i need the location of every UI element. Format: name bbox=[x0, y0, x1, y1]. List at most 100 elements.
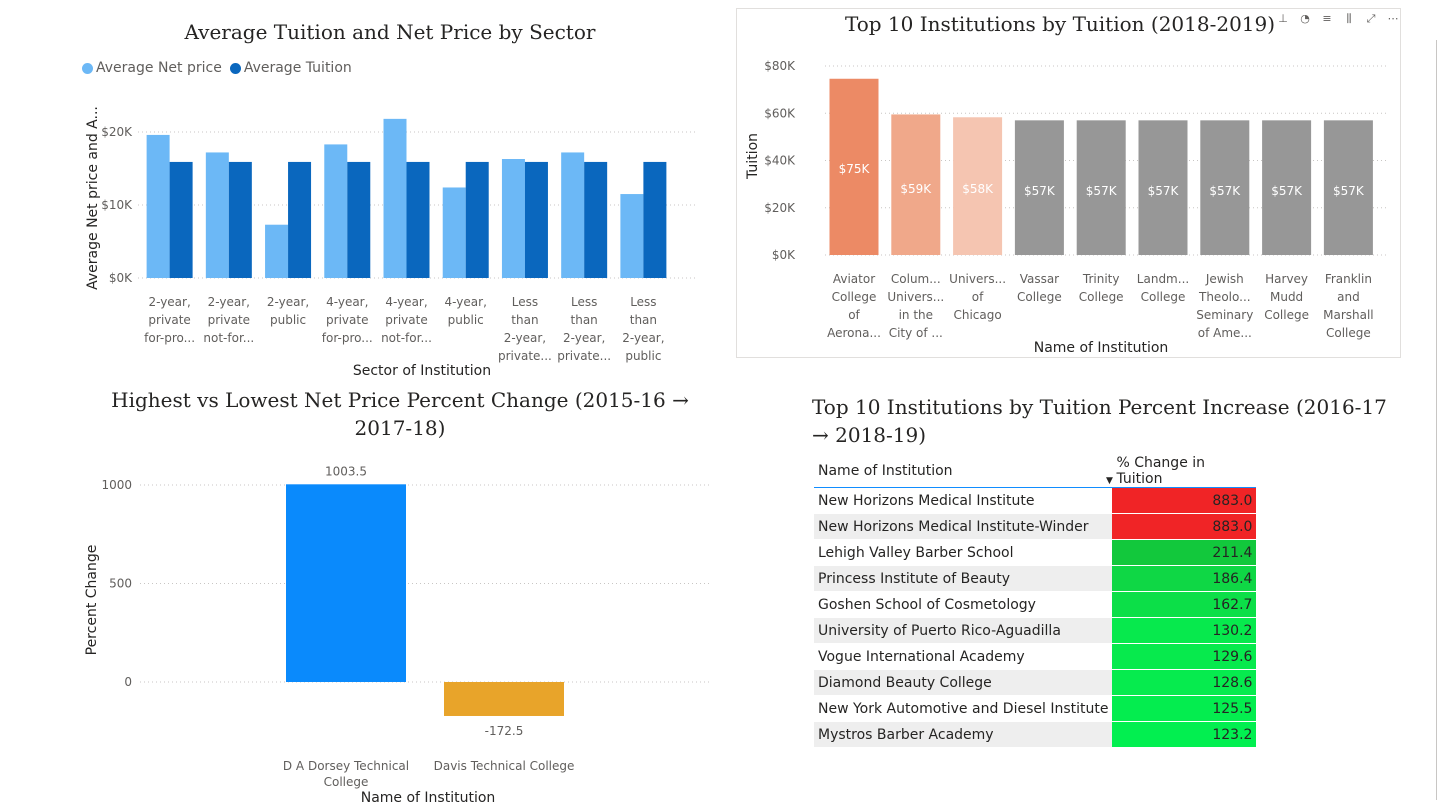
chart3-ytick: 0 bbox=[124, 675, 132, 689]
chart1-bar-net-price[interactable] bbox=[620, 194, 644, 278]
chart2-bar[interactable] bbox=[1014, 120, 1064, 256]
chart1-bar-tuition[interactable] bbox=[347, 161, 371, 278]
chart2-xtick: Vassar College bbox=[1017, 272, 1062, 304]
cell-institution-name: Mystros Barber Academy bbox=[814, 721, 1113, 748]
table-title: Top 10 Institutions by Tuition Percent I… bbox=[812, 395, 1387, 447]
chart1-bar-net-price[interactable] bbox=[383, 118, 407, 278]
chart1-xtick: 2-year, private not-for... bbox=[203, 295, 254, 345]
chart1-xtick: Less than 2-year, public bbox=[622, 295, 664, 363]
chart1-legend[interactable]: Average Net price Average Tuition bbox=[82, 60, 352, 76]
chart1-ytick: $0K bbox=[109, 271, 133, 285]
chart2-xtick: Trinity College bbox=[1079, 272, 1124, 304]
cell-percent-change: 211.4 bbox=[1112, 539, 1257, 566]
chart1-bar-net-price[interactable] bbox=[205, 152, 229, 278]
chart1-bar-net-price[interactable] bbox=[442, 187, 466, 278]
chart2-bar[interactable] bbox=[1200, 120, 1250, 256]
legend-item-net-price[interactable]: Average Net price bbox=[82, 60, 222, 76]
chart3-ytick: 500 bbox=[109, 577, 132, 591]
chart2-bar[interactable] bbox=[1076, 120, 1126, 256]
chart1-bar-tuition[interactable] bbox=[465, 161, 489, 278]
chart1-bar-net-price[interactable] bbox=[146, 134, 170, 278]
chart3-data-label: 1003.5 bbox=[325, 464, 367, 478]
chart2-data-label: $58K bbox=[962, 182, 994, 196]
cell-percent-change: 125.5 bbox=[1112, 695, 1257, 722]
chart3-bar[interactable] bbox=[286, 484, 406, 682]
chart2-xtick: Univers... of Chicago bbox=[949, 272, 1006, 322]
chart2-ytick: $20K bbox=[764, 201, 796, 215]
pin-icon[interactable]: ⊥ bbox=[1278, 12, 1288, 25]
table-row[interactable]: New Horizons Medical Institute-Winder 883… bbox=[814, 513, 1257, 540]
chart2-xaxis-title: Name of Institution bbox=[1034, 340, 1169, 355]
table-row[interactable]: Diamond Beauty College 128.6 bbox=[814, 669, 1257, 696]
column-header-change[interactable]: % Change in Tuition bbox=[1112, 455, 1257, 488]
table-row[interactable]: New York Automotive and Diesel Institute… bbox=[814, 695, 1257, 722]
chart1-ytick: $20K bbox=[101, 125, 133, 139]
chart3-title: Highest vs Lowest Net Price Percent Chan… bbox=[111, 388, 689, 440]
tuition-increase-table: Name of Institution % Change in Tuition … bbox=[814, 455, 1257, 748]
chart2-svg[interactable]: $0K $20K $40K $60K $80K $75K Aviator College of A… bbox=[737, 50, 1400, 355]
bell-icon[interactable]: ◔ bbox=[1300, 12, 1310, 25]
table-row[interactable]: New Horizons Medical Institute 883.0 bbox=[814, 487, 1257, 514]
chart1-bar-net-price[interactable] bbox=[501, 159, 525, 278]
chart1-bar-tuition[interactable] bbox=[169, 161, 193, 278]
chart1-bar-tuition[interactable] bbox=[228, 161, 252, 278]
cell-institution-name: University of Puerto Rico-Aguadilla bbox=[814, 617, 1113, 644]
chart1-bar-tuition[interactable] bbox=[643, 161, 667, 278]
chart1-bar-net-price[interactable] bbox=[561, 152, 585, 278]
chart1-bar-tuition[interactable] bbox=[584, 161, 608, 278]
cell-percent-change: 162.7 bbox=[1112, 591, 1257, 618]
table-row[interactable]: University of Puerto Rico-Aguadilla 130.2 bbox=[814, 617, 1257, 644]
chart1-bar-tuition[interactable] bbox=[406, 161, 430, 278]
cell-percent-change: 130.2 bbox=[1112, 617, 1257, 644]
chart3-xaxis-title: Name of Institution bbox=[361, 790, 496, 806]
chart2-bar[interactable] bbox=[953, 117, 1003, 255]
chart1-bar-tuition[interactable] bbox=[524, 161, 548, 278]
column-header-name[interactable]: Name of Institution bbox=[814, 455, 1113, 488]
drill-icon[interactable]: ⫼ bbox=[1346, 12, 1352, 25]
chart3-xtick: Davis Technical College bbox=[434, 759, 575, 773]
chart2-bar[interactable] bbox=[891, 114, 941, 256]
legend-item-tuition[interactable]: Average Tuition bbox=[229, 60, 352, 76]
cell-percent-change: 883.0 bbox=[1112, 487, 1257, 514]
cell-institution-name: Vogue International Academy bbox=[814, 643, 1113, 670]
table-row[interactable]: Princess Institute of Beauty 186.4 bbox=[814, 565, 1257, 592]
chart3-svg[interactable]: 0 500 1000 1003.5 D A Dorsey Technical Colleg… bbox=[0, 450, 720, 808]
chart1-bar-net-price[interactable] bbox=[324, 144, 348, 278]
table-row[interactable]: Lehigh Valley Barber School 211.4 bbox=[814, 539, 1257, 566]
focus-icon[interactable]: ⤢ bbox=[1366, 12, 1376, 25]
chart2-bar[interactable] bbox=[829, 78, 879, 255]
chart2-bar[interactable] bbox=[1138, 120, 1188, 256]
chart1-xtick: 4-year, public bbox=[445, 295, 487, 327]
more-icon[interactable]: ⋯ bbox=[1387, 12, 1399, 25]
chart1-xaxis-title: Sector of Institution bbox=[353, 363, 491, 379]
chart2-xtick: Aviator College of Aerona... bbox=[827, 272, 881, 340]
table-row[interactable]: Vogue International Academy 129.6 bbox=[814, 643, 1257, 670]
legend-label-tuition: Average Tuition bbox=[243, 60, 352, 76]
chart1-xtick: 4-year, private not-for... bbox=[381, 295, 432, 345]
chart1-bar-net-price[interactable] bbox=[265, 224, 289, 278]
chart2-ytick: $0K bbox=[772, 248, 796, 262]
cell-percent-change: 123.2 bbox=[1112, 721, 1257, 748]
chart1-xtick: 4-year, private for-pro... bbox=[322, 295, 373, 345]
table-row[interactable]: Goshen School of Cosmetology 162.7 bbox=[814, 591, 1257, 618]
cell-institution-name: Lehigh Valley Barber School bbox=[814, 539, 1113, 566]
chart2-data-label: $57K bbox=[1148, 184, 1180, 198]
chart2-frame[interactable] bbox=[736, 8, 1401, 358]
chart3-xtick: D A Dorsey Technical College bbox=[283, 759, 409, 789]
filter-icon[interactable]: ≡ bbox=[1322, 12, 1332, 25]
chart2-data-label: $57K bbox=[1086, 184, 1118, 198]
chart2-ytick: $80K bbox=[764, 59, 796, 73]
table-row[interactable]: Mystros Barber Academy 123.2 bbox=[814, 721, 1257, 748]
chart2-bar[interactable] bbox=[1262, 120, 1312, 256]
chart2-xtick: Colum... Univers... in the City of ... bbox=[887, 272, 944, 340]
chart1-bar-tuition[interactable] bbox=[288, 161, 312, 278]
chart2-data-label: $57K bbox=[1209, 184, 1241, 198]
cell-institution-name: Princess Institute of Beauty bbox=[814, 565, 1113, 592]
chart1-xtick: Less than 2-year, private... bbox=[557, 295, 611, 363]
cell-institution-name: New Horizons Medical Institute bbox=[814, 487, 1113, 514]
chart2-data-label: $57K bbox=[1024, 184, 1056, 198]
cell-percent-change: 883.0 bbox=[1112, 513, 1257, 540]
chart3-bar[interactable] bbox=[444, 682, 564, 716]
chart2-bar[interactable] bbox=[1323, 120, 1373, 256]
